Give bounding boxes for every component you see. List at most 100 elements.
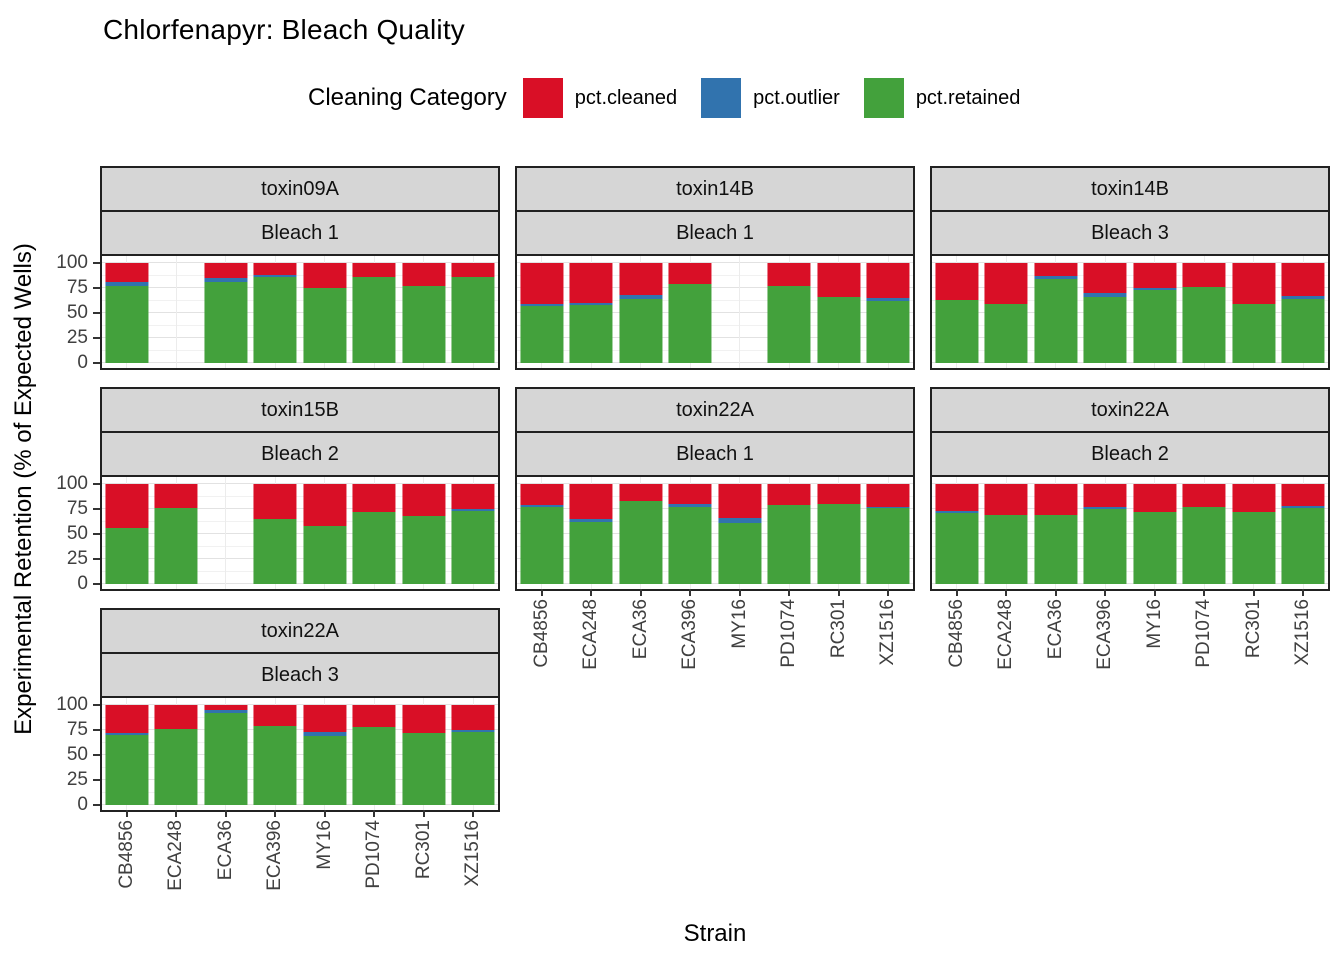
bar-segment-pct.retained — [303, 288, 347, 363]
bar-segment-pct.cleaned — [866, 484, 910, 507]
bar-segment-pct.cleaned — [1083, 263, 1127, 293]
x-axis-label-wrap: MY16 — [314, 820, 336, 870]
bars-row — [102, 484, 498, 584]
bar-slot-XZ1516 — [449, 705, 499, 805]
bar-segment-pct.retained — [984, 515, 1028, 584]
x-axis-label-wrap: PD1074 — [778, 599, 800, 668]
x-axis-tick-label: MY16 — [1143, 599, 1165, 649]
bar-segment-pct.cleaned — [204, 263, 248, 278]
legend-label-pct.cleaned: pct.cleaned — [574, 86, 678, 109]
bar-segment-pct.retained — [520, 306, 564, 363]
x-axis-tick — [1252, 589, 1255, 596]
gridline-major — [517, 508, 913, 509]
y-axis-tick — [93, 483, 100, 485]
gridline-major — [517, 337, 913, 338]
stacked-bar-ECA248 — [154, 484, 198, 584]
bar-segment-pct.retained — [935, 300, 979, 363]
bar-slot-CB4856 — [517, 484, 567, 584]
stacked-bar-PD1074 — [352, 705, 396, 805]
facet-strip-bleach: Bleach 1 — [100, 210, 500, 256]
y-axis-title: Experimental Retention (% of Expected We… — [10, 243, 37, 735]
bar-segment-pct.outlier — [451, 730, 495, 732]
bar-slot-ECA396 — [666, 484, 716, 584]
bar-segment-pct.retained — [253, 277, 297, 363]
bar-segment-pct.cleaned — [352, 705, 396, 727]
y-axis-tick — [93, 558, 100, 560]
gridline-minor — [517, 570, 913, 572]
bar-segment-pct.cleaned — [204, 705, 248, 710]
bar-segment-pct.retained — [1281, 299, 1325, 363]
x-axis-tick — [1104, 589, 1107, 596]
facet-strip-toxin: toxin15B — [100, 387, 500, 433]
bar-segment-pct.retained — [1232, 512, 1276, 584]
x-axis-tick-label: PD1074 — [778, 599, 800, 668]
x-axis-tick — [837, 589, 840, 596]
gridline-major — [102, 287, 498, 288]
bar-slot-PD1074 — [765, 263, 815, 363]
bar-segment-pct.retained — [303, 736, 347, 805]
bar-segment-pct.retained — [520, 507, 564, 584]
bar-slot-MY16 — [300, 263, 350, 363]
gridline-major — [932, 362, 1328, 363]
bar-segment-pct.retained — [668, 507, 712, 584]
bar-segment-pct.retained — [1133, 290, 1177, 363]
y-axis-tick — [93, 362, 100, 364]
bar-segment-pct.cleaned — [817, 263, 861, 297]
stacked-bar-RC301 — [1232, 484, 1276, 584]
x-axis-tick — [540, 589, 543, 596]
gridline-major — [932, 337, 1328, 338]
x-axis-label-wrap: ECA36 — [630, 599, 652, 659]
x-axis-tick — [422, 810, 425, 817]
bar-slot-ECA396 — [251, 484, 301, 584]
stacked-bar-ECA248 — [569, 263, 613, 363]
gridline-minor — [102, 741, 498, 743]
bar-segment-pct.cleaned — [767, 484, 811, 505]
bar-slot-PD1074 — [765, 484, 815, 584]
facet-strip-bleach: Bleach 2 — [930, 431, 1330, 477]
stacked-bar-MY16 — [303, 705, 347, 805]
bar-segment-pct.cleaned — [253, 484, 297, 519]
facet-panel: 0 25 50 75 100 — [56, 253, 500, 373]
bar-segment-pct.cleaned — [402, 484, 446, 516]
legend: Cleaning Category pct.cleaned pct.outlier… — [308, 76, 1344, 120]
gridline-minor — [102, 299, 498, 301]
bar-slot-ECA396 — [1081, 484, 1131, 584]
gridline-major — [102, 337, 498, 338]
bar-slot-ECA248 — [152, 705, 202, 805]
gridline-minor — [102, 495, 498, 497]
x-axis-tick — [590, 589, 593, 596]
bar-segment-pct.retained — [303, 526, 347, 584]
bar-segment-pct.retained — [402, 733, 446, 805]
y-axis-tick-label: 25 — [66, 769, 88, 790]
bar-segment-pct.cleaned — [866, 263, 910, 298]
gridline-minor — [517, 274, 913, 276]
gridline-major — [102, 483, 498, 484]
bar-segment-pct.outlier — [569, 519, 613, 522]
bar-segment-pct.cleaned — [1034, 263, 1078, 276]
x-axis-tick-label: ECA248 — [580, 599, 602, 670]
y-axis-tick — [93, 583, 100, 585]
bar-segment-pct.cleaned — [352, 484, 396, 512]
x-axis-tick — [175, 810, 178, 817]
stacked-bar-PD1074 — [767, 484, 811, 584]
x-axis-tick — [1005, 589, 1008, 596]
stacked-bar-ECA36 — [619, 484, 663, 584]
bar-segment-pct.cleaned — [619, 484, 663, 501]
stacked-bar-PD1074 — [1182, 484, 1226, 584]
bar-segment-pct.outlier — [569, 303, 613, 305]
x-axis-title: Strain — [683, 920, 747, 947]
bar-segment-pct.cleaned — [1232, 263, 1276, 304]
bar-segment-pct.retained — [569, 522, 613, 584]
bar-slot-XZ1516 — [1279, 263, 1329, 363]
facet-strip-toxin: toxin22A — [515, 387, 915, 433]
y-axis-tick-label: 75 — [66, 719, 88, 740]
stacked-bar-MY16 — [303, 263, 347, 363]
bar-segment-pct.cleaned — [154, 484, 198, 508]
bar-slot-MY16 — [715, 484, 765, 584]
bar-segment-pct.cleaned — [1133, 263, 1177, 288]
chart-title: Chlorfenapyr: Bleach Quality — [103, 14, 465, 45]
x-axis-tick-label: MY16 — [728, 599, 750, 649]
bar-slot-ECA248 — [567, 484, 617, 584]
x-axis-tick — [224, 810, 227, 817]
bar-segment-pct.outlier — [1034, 276, 1078, 279]
